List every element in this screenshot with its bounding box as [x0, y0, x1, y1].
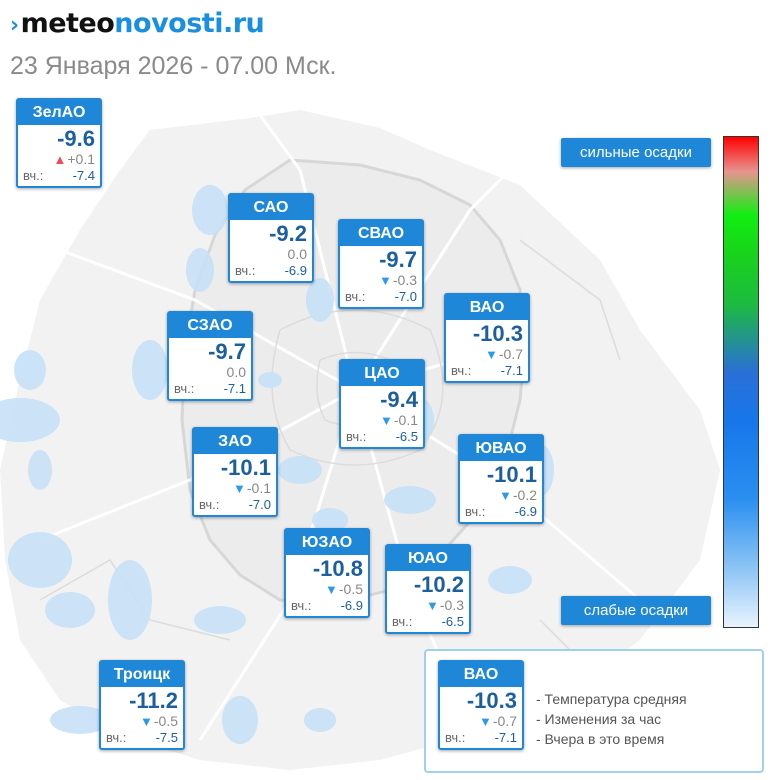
district-change: ▼-0.1 [380, 412, 418, 428]
district-name: ВАО [446, 295, 528, 320]
district-change: ▼-0.5 [325, 581, 363, 597]
legend-item: - Изменения за час [536, 711, 662, 727]
district-temp: -10.8 [312, 556, 363, 581]
district-yesterday: вч.: -6.5 [346, 429, 418, 444]
district-yesterday: вч.: -7.4 [23, 168, 95, 183]
brand-arrow-icon: › [10, 13, 19, 38]
district-card-yuao: ЮАО -10.2 ▼-0.3 вч.: -6.5 [385, 544, 471, 634]
district-card-sao: САО -9.2 0.0 вч.: -6.9 [228, 193, 314, 283]
district-yesterday: вч.: -7.1 [451, 363, 523, 378]
district-change: ▼-0.7 [479, 713, 517, 729]
district-temp: -9.7 [208, 339, 246, 364]
district-temp: -9.7 [379, 247, 417, 272]
trend-down-icon: ▼ [233, 481, 246, 496]
district-yesterday: вч.: -7.5 [106, 730, 178, 745]
district-temp: -10.2 [413, 572, 464, 597]
district-temp: -10.3 [472, 321, 523, 346]
district-name: САО [230, 195, 312, 220]
district-temp: -9.2 [269, 221, 307, 246]
district-temp: -10.1 [220, 455, 271, 480]
date-text: 23 Января 2026 - 07.00 Мск. [10, 52, 337, 80]
district-name: Троицк [101, 662, 183, 687]
district-yesterday: вч.: -7.1 [174, 381, 246, 396]
district-temp: -9.4 [380, 387, 418, 412]
brand-logo: ›meteonovosti.ru [10, 8, 265, 39]
brand-part2: novosti.ru [114, 8, 265, 39]
district-change: ▼-0.2 [499, 487, 537, 503]
district-name: ЦАО [341, 361, 423, 386]
district-change: ▼-0.7 [485, 346, 523, 362]
district-yesterday: вч.: -7.0 [345, 289, 417, 304]
district-card-cao: ЦАО -9.4 ▼-0.1 вч.: -6.5 [339, 359, 425, 449]
district-name: ЗАО [194, 429, 276, 454]
legend-list: - Температура средняя - Изменения за час… [536, 689, 687, 749]
brand-part1: meteo [20, 8, 115, 39]
district-name: СВАО [340, 221, 422, 246]
district-card-yuvao: ЮВАО -10.1 ▼-0.2 вч.: -6.9 [458, 434, 544, 524]
district-yesterday: вч.: -7.0 [199, 497, 271, 512]
district-name: ЗелАО [18, 100, 100, 125]
scale-top-label: сильные осадки [561, 138, 711, 167]
district-name: ЮВАО [460, 436, 542, 461]
district-card-svao: СВАО -9.7 ▼-0.3 вч.: -7.0 [338, 219, 424, 309]
district-temp: -10.1 [486, 462, 537, 487]
trend-down-icon: ▼ [499, 488, 512, 503]
legend-sample-card: ВАО -10.3 ▼-0.7 вч.: -7.1 [438, 660, 524, 750]
district-yesterday: вч.: -6.9 [465, 504, 537, 519]
district-card-zao: ЗАО -10.1 ▼-0.1 вч.: -7.0 [192, 427, 278, 517]
district-yesterday: вч.: -7.1 [445, 730, 517, 745]
legend-box: ВАО -10.3 ▼-0.7 вч.: -7.1 - Температура с… [424, 649, 764, 773]
trend-down-icon: ▼ [325, 582, 338, 597]
district-yesterday: вч.: -6.9 [291, 598, 363, 613]
district-name: ВАО [440, 662, 522, 687]
district-change: ▼-0.3 [379, 272, 417, 288]
trend-down-icon: ▼ [379, 273, 392, 288]
district-card-zelao: ЗелАО -9.6 ▲+0.1 вч.: -7.4 [16, 98, 102, 188]
district-temp: -11.2 [129, 688, 178, 713]
district-yesterday: вч.: -6.9 [235, 263, 307, 278]
district-change: 0.0 [226, 364, 246, 380]
district-change: ▼-0.3 [426, 597, 464, 613]
district-change: ▼-0.5 [140, 713, 178, 729]
district-name: СЗАО [169, 313, 251, 338]
scale-bottom-label: слабые осадки [561, 596, 711, 625]
trend-up-icon: ▲ [53, 152, 67, 167]
district-card-troitsk: Троицк -11.2 ▼-0.5 вч.: -7.5 [99, 660, 185, 750]
trend-down-icon: ▼ [485, 347, 498, 362]
district-yesterday: вч.: -6.5 [392, 614, 464, 629]
district-temp: -10.3 [466, 688, 517, 713]
district-change: ▼-0.1 [233, 480, 271, 496]
district-change: ▲+0.1 [53, 151, 95, 167]
legend-item: - Температура средняя [536, 691, 687, 707]
district-card-szao: СЗАО -9.7 0.0 вч.: -7.1 [167, 311, 253, 401]
legend-item: - Вчера в это время [536, 731, 665, 747]
trend-down-icon: ▼ [380, 413, 393, 428]
district-temp: -9.6 [57, 126, 95, 151]
trend-down-icon: ▼ [479, 714, 492, 729]
trend-down-icon: ▼ [140, 714, 153, 729]
district-card-yuzao: ЮЗАО -10.8 ▼-0.5 вч.: -6.9 [284, 528, 370, 618]
precipitation-scale-bar [723, 136, 759, 628]
district-name: ЮЗАО [286, 530, 368, 555]
district-change: 0.0 [287, 246, 307, 262]
trend-down-icon: ▼ [426, 598, 439, 613]
district-name: ЮАО [387, 546, 469, 571]
district-card-vao: ВАО -10.3 ▼-0.7 вч.: -7.1 [444, 293, 530, 383]
